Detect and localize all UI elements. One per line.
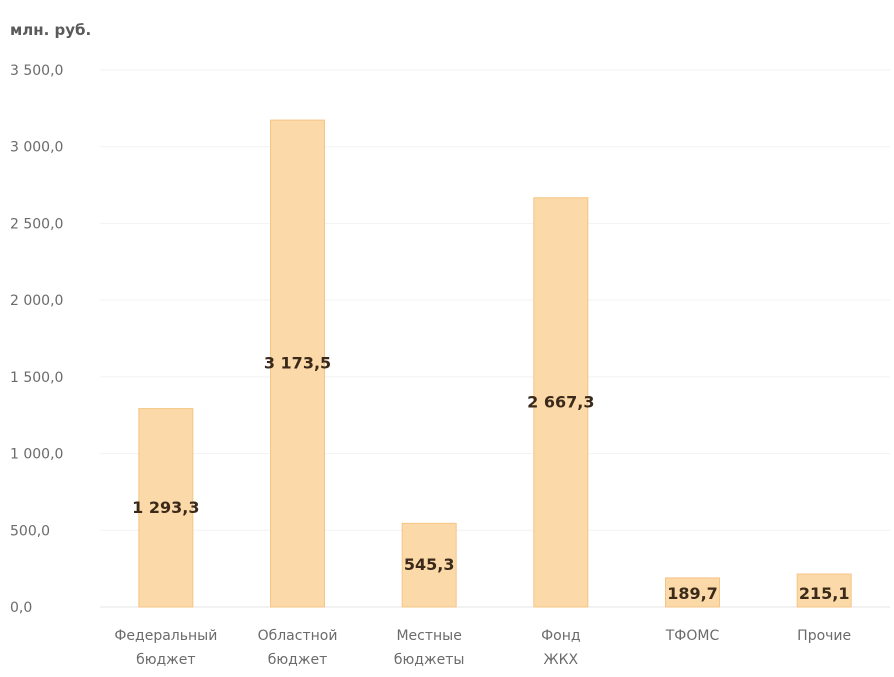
category-label: Областной <box>258 628 338 644</box>
y-tick-label: 2 000,0 <box>10 293 63 309</box>
data-label: 2 667,3 <box>527 392 594 411</box>
category-label: бюджет <box>268 652 327 668</box>
data-label: 3 173,5 <box>264 354 331 373</box>
y-tick-label: 2 500,0 <box>10 216 63 232</box>
data-label: 189,7 <box>667 584 718 603</box>
y-axis-unit-label: млн. руб. <box>10 21 91 39</box>
category-label: Федеральный <box>114 628 217 644</box>
bar <box>270 119 325 608</box>
category-label: Фонд <box>541 628 580 644</box>
bar <box>665 577 720 608</box>
bar <box>796 573 852 608</box>
data-label: 1 293,3 <box>132 498 199 517</box>
y-axis-tick-labels: 0,0 500,0 1 000,0 1 500,0 2 000,0 2 500,0 3 00… <box>10 63 63 616</box>
bar <box>401 522 457 608</box>
data-labels: 1 293,3 3 173,5 545,3 2 667,3 189,7 215,1 <box>132 354 849 603</box>
data-label: 215,1 <box>799 584 850 603</box>
x-axis-category-labels: Федеральный бюджет Областной бюджет Местные б… <box>114 628 851 668</box>
y-tick-label: 3 500,0 <box>10 63 63 79</box>
category-label: Местные <box>396 628 461 644</box>
y-tick-label: 0,0 <box>10 600 32 616</box>
category-label: ЖКХ <box>544 652 579 668</box>
category-label: ТФОМС <box>665 628 720 644</box>
gridlines <box>100 69 890 608</box>
bar <box>138 408 194 608</box>
y-tick-label: 1 500,0 <box>10 370 63 386</box>
y-tick-label: 500,0 <box>10 523 50 539</box>
category-label: бюджеты <box>394 652 465 668</box>
category-label: бюджет <box>136 652 195 668</box>
y-tick-label: 1 000,0 <box>10 447 63 463</box>
bars <box>138 119 852 608</box>
data-label: 545,3 <box>404 555 455 574</box>
y-tick-label: 3 000,0 <box>10 140 63 156</box>
category-label: Прочие <box>797 628 851 644</box>
bar <box>533 197 589 608</box>
